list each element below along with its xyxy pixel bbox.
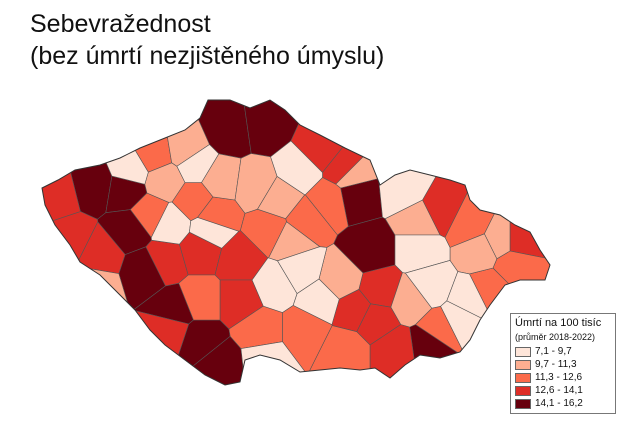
legend-title: Úmrtí na 100 tisíc	[515, 317, 602, 329]
legend-swatch	[515, 359, 531, 370]
district-region	[42, 265, 131, 385]
legend-swatch	[515, 346, 531, 357]
legend-item: 14,1 - 16,2	[515, 397, 611, 410]
legend-subtitle: (průměr 2018-2022)	[515, 332, 596, 342]
legend-label: 12,6 - 14,1	[535, 385, 583, 396]
legend-item: 12,6 - 14,1	[515, 384, 611, 397]
legend-label: 9,7 - 11,3	[535, 359, 577, 370]
legend-item: 11,3 - 12,6	[515, 371, 611, 384]
country-outline	[41, 99, 551, 386]
legend-item: 7,1 - 9,7	[515, 345, 611, 358]
district-region	[42, 100, 81, 233]
district-region	[270, 140, 323, 196]
legend-item: 9,7 - 11,3	[515, 358, 611, 371]
title-line-2: (bez úmrtí nezjištěného úmyslu)	[30, 42, 385, 70]
district-region	[70, 309, 190, 385]
legend: Úmrtí na 100 tisíc (průměr 2018-2022) 7,…	[510, 313, 616, 414]
district-region	[189, 217, 240, 249]
map-title: Sebevražednost (bez úmrtí nezjištěného ú…	[30, 8, 384, 72]
district-region	[150, 201, 192, 245]
district-region	[509, 100, 550, 266]
district-region	[369, 324, 422, 385]
district-region	[178, 274, 221, 321]
district-region	[176, 144, 220, 183]
legend-label: 7,1 - 9,7	[535, 346, 572, 357]
legend-swatch	[515, 385, 531, 396]
title-line-1: Sebevražednost	[30, 10, 211, 38]
legend-swatch	[515, 398, 531, 409]
district-region	[292, 278, 340, 326]
legend-swatch	[515, 372, 531, 383]
legend-label: 14,1 - 16,2	[535, 398, 583, 409]
legend-label: 11,3 - 12,6	[535, 372, 583, 383]
